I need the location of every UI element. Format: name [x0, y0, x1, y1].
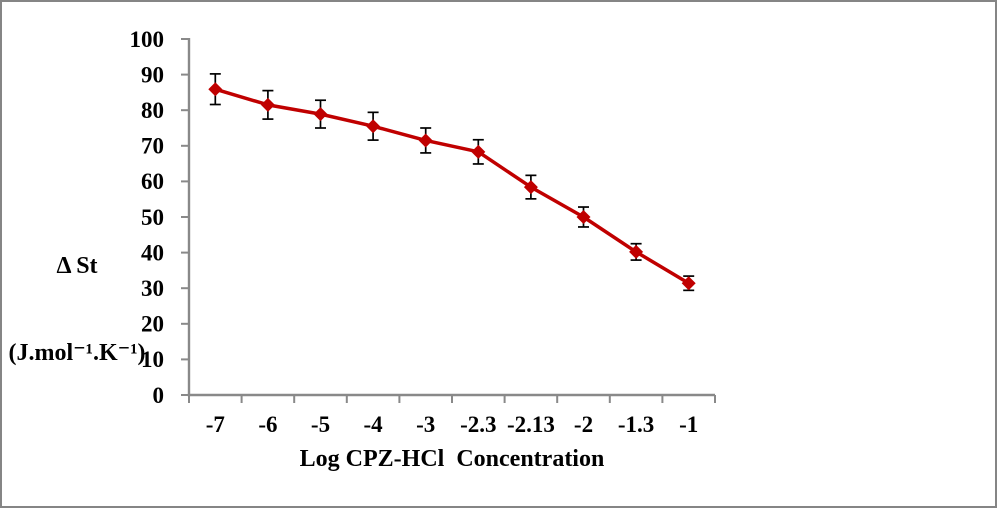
- y-tick-label: 50: [141, 205, 164, 230]
- data-point-marker: [629, 244, 644, 259]
- x-tick-label: -7: [206, 412, 225, 437]
- x-tick-label: -2.13: [507, 412, 555, 437]
- y-tick-label: 100: [130, 27, 165, 52]
- y-axis-title-line2: (J.mol⁻¹.K⁻¹): [8, 340, 146, 366]
- y-tick-label: 60: [141, 169, 164, 194]
- data-point-marker: [523, 180, 538, 195]
- y-tick-label: 40: [141, 240, 164, 265]
- x-tick-label: -1.3: [618, 412, 654, 437]
- data-point-marker: [313, 107, 328, 122]
- y-tick-label: 30: [141, 276, 164, 301]
- data-point-marker: [471, 144, 486, 159]
- x-tick-label: -5: [311, 412, 330, 437]
- data-point-marker: [260, 97, 275, 112]
- data-point-marker: [681, 276, 696, 291]
- y-tick-label: 10: [141, 347, 164, 372]
- y-tick-label: 80: [141, 98, 164, 123]
- data-point-marker: [366, 119, 381, 134]
- x-tick-label: -2: [574, 412, 593, 437]
- x-tick-label: -3: [416, 412, 435, 437]
- x-tick-label: -6: [258, 412, 277, 437]
- data-point-marker: [418, 133, 433, 148]
- data-point-marker: [576, 210, 591, 224]
- y-axis-title: Δ St (J.mol⁻¹.K⁻¹): [4, 194, 150, 426]
- y-tick-label: 70: [141, 134, 164, 159]
- y-tick-label: 0: [153, 383, 165, 408]
- x-axis-title: Log CPZ-HCl Concentration: [299, 446, 605, 472]
- series-line: [213, 87, 691, 285]
- x-tick-label: -1: [679, 412, 698, 437]
- y-tick-label: 20: [141, 312, 164, 337]
- data-point-marker: [208, 82, 223, 97]
- x-tick-label: -2.3: [460, 412, 496, 437]
- y-tick-label: 90: [141, 62, 164, 87]
- y-axis-title-line1: Δ St: [56, 253, 98, 279]
- x-tick-label: -4: [364, 412, 384, 437]
